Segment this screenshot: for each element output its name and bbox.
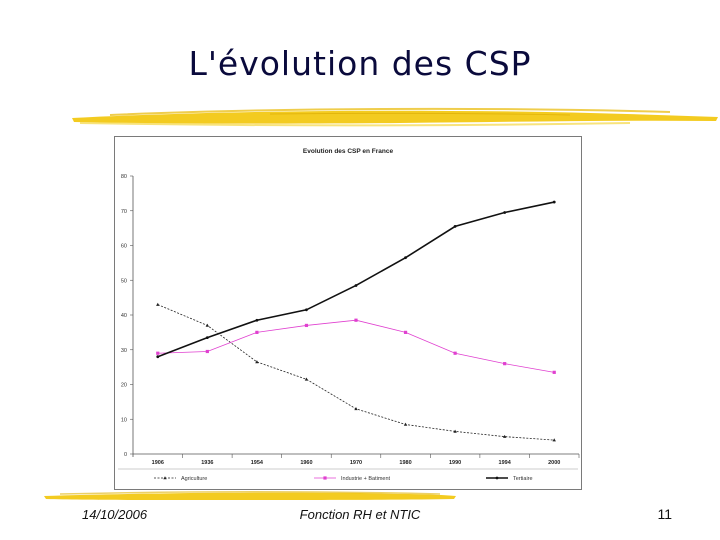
data-point-tertiaire [305,308,308,312]
data-point-tertiaire [404,256,407,260]
data-point-tertiaire [453,224,457,228]
data-point-tertiaire [205,336,209,339]
x-tick-label: 2000 [548,460,560,466]
legend-marker-agriculture [163,476,167,480]
data-point-industrie [304,323,309,328]
data-point-tertiaire [255,318,259,322]
data-point-tertiaire [503,211,507,214]
data-point-industrie [503,362,507,366]
y-tick-label: 50 [121,278,127,284]
footer-title: Fonction RH et NTIC [299,507,421,522]
x-tick-label: 1936 [201,460,213,466]
legend-label-tertiaire: Tertiaire [513,476,533,482]
data-point-industrie [552,370,556,374]
x-tick-label: 1990 [449,460,461,466]
data-point-agriculture [205,323,210,327]
y-tick-label: 40 [121,313,127,319]
legend-label-agriculture: Agriculture [181,476,207,482]
x-tick-label: 1954 [251,460,264,466]
footer-brushstroke [44,491,456,500]
data-point-agriculture [453,429,457,433]
chart-frame [114,136,582,490]
x-tick-label: 1980 [399,460,411,466]
footer-date: 14/10/2006 [82,507,148,522]
x-tick-label: 1960 [300,460,312,466]
y-tick-label: 20 [121,383,127,389]
series-line-tertiaire [157,201,555,358]
data-point-agriculture [552,438,556,442]
data-point-agriculture [403,422,408,426]
data-point-industrie [156,351,160,355]
data-point-industrie [354,318,358,322]
data-point-industrie [255,330,259,334]
y-tick-label: 70 [121,209,127,215]
data-point-tertiaire [354,284,358,287]
legend-marker-tertiaire [495,476,499,480]
legend-label-industrie: Industrie + Batiment [341,476,391,482]
slide-title: L'évolution des CSP [188,44,532,83]
data-point-agriculture [354,407,358,411]
page-number: 11 [657,506,672,522]
y-tick-label: 30 [121,348,127,354]
y-tick-label: 0 [124,452,127,458]
x-tick-label: 1906 [152,460,164,466]
legend-marker-industrie [323,476,327,480]
data-point-tertiaire [156,355,160,359]
data-point-industrie [205,349,209,354]
series-line-agriculture [157,304,555,441]
data-point-agriculture [156,302,160,306]
chart-title: Evolution des CSP en France [303,148,394,155]
data-point-agriculture [304,377,309,381]
csp-line-chart: Evolution des CSP en France 0 10 20 30 40 50 6… [118,148,580,482]
y-tick-label: 60 [121,244,127,250]
title-underline-brushstroke [72,107,718,127]
y-tick-label: 80 [121,174,127,180]
data-point-tertiaire [552,200,556,204]
x-tick-label: 1994 [499,460,512,466]
data-point-agriculture [255,360,259,364]
x-tick-label: 1970 [350,460,362,466]
y-tick-label: 10 [121,417,127,423]
data-point-industrie [453,351,457,355]
data-point-agriculture [502,434,507,438]
series-line-industrie [157,319,555,373]
data-point-industrie [403,330,408,334]
